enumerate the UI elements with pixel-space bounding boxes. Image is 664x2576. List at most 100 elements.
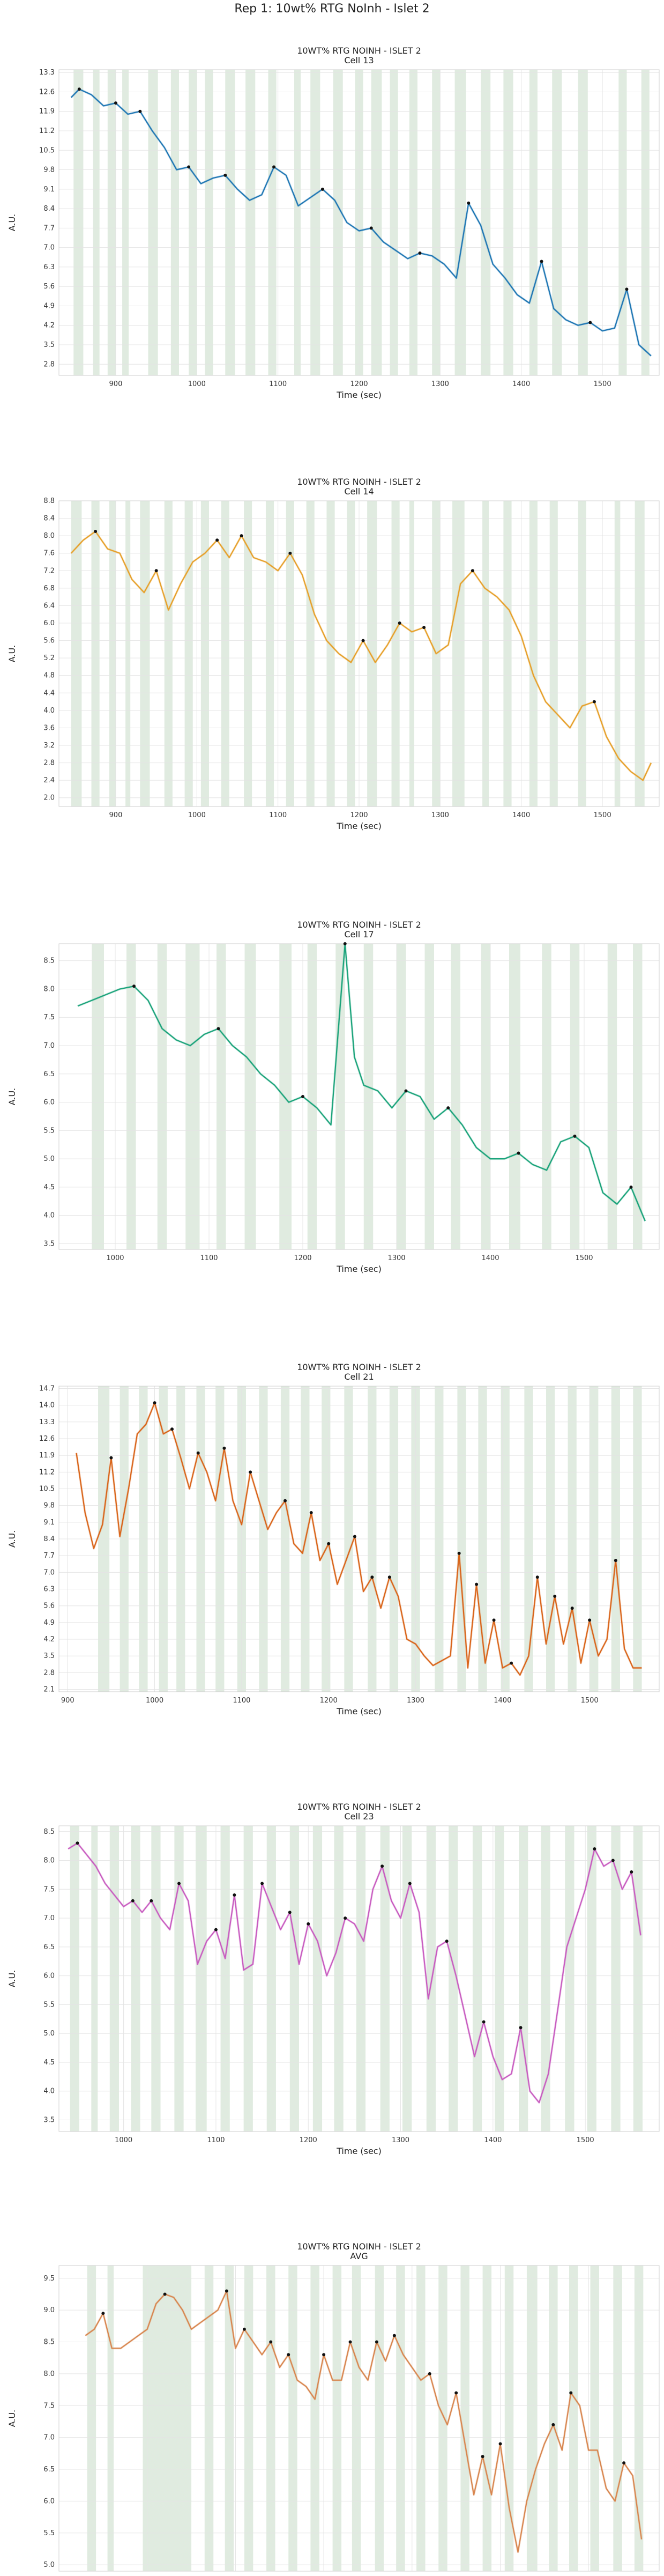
peak-point [196, 1451, 200, 1455]
y-tick-label: 2.4 [43, 776, 55, 784]
chart-subtitle: Cell 23 [344, 1811, 374, 1822]
y-tick-label: 9.1 [43, 1519, 55, 1527]
shaded-band [306, 501, 315, 806]
shaded-band [526, 2266, 538, 2571]
figure-title: Rep 1: 10wt% RTG NoInh - Islet 2 [234, 2, 430, 16]
shaded-band [140, 501, 150, 806]
y-tick-label: 5.0 [43, 2561, 55, 2569]
peak-point [153, 1401, 156, 1405]
y-tick-label: 9.0 [43, 2306, 55, 2314]
y-tick-label: 8.8 [43, 497, 55, 505]
shaded-band [409, 70, 417, 375]
shaded-band [375, 2266, 384, 2571]
shaded-band [266, 2266, 275, 2571]
shaded-band [452, 501, 465, 806]
shaded-band [449, 1826, 458, 2131]
peak-point [353, 1535, 356, 1538]
shaded-band [244, 501, 252, 806]
y-tick-label: 4.4 [43, 689, 55, 697]
shaded-band [363, 944, 374, 1249]
shaded-band [424, 944, 434, 1249]
y-tick-label: 4.0 [43, 707, 55, 715]
peak-point [138, 109, 142, 113]
shaded-band [541, 1826, 550, 2131]
shaded-band [185, 944, 200, 1249]
peak-point [471, 569, 474, 573]
y-tick-label: 3.6 [43, 724, 55, 732]
peak-point [422, 626, 426, 630]
shaded-band [164, 501, 173, 806]
y-tick-label: 2.1 [43, 1686, 55, 1694]
peak-point [154, 569, 158, 573]
y-tick-label: 3.5 [43, 1240, 55, 1248]
peak-point [498, 2442, 502, 2446]
peak-point [481, 2455, 484, 2459]
y-tick-label: 9.8 [43, 166, 55, 174]
x-tick-label: 1200 [294, 1254, 311, 1262]
peak-point [215, 538, 219, 542]
shaded-band [391, 501, 400, 806]
shaded-band [122, 70, 129, 375]
peak-point [625, 287, 629, 291]
y-tick-label: 10.5 [39, 146, 55, 154]
shaded-band [587, 1826, 596, 2131]
shaded-band [265, 501, 274, 806]
chart-title: 10WT% RTG NOINH - ISLET 2 [297, 1802, 421, 1812]
shaded-band [519, 1826, 528, 2131]
shaded-band [310, 2266, 319, 2571]
shaded-band [614, 501, 621, 806]
shaded-band [565, 1826, 575, 2131]
y-tick-label: 8.5 [43, 957, 55, 965]
y-tick-label: 2.8 [43, 360, 55, 368]
shaded-band [396, 2266, 405, 2571]
y-tick-label: 7.0 [43, 244, 55, 252]
y-axis-label: A.U. [7, 645, 17, 663]
peak-point [320, 187, 324, 191]
peak-point [217, 1027, 220, 1031]
shaded-band [438, 2266, 447, 2571]
shaded-band [578, 70, 588, 375]
y-tick-label: 4.0 [43, 2088, 55, 2096]
shaded-band [352, 2266, 361, 2571]
shaded-band [416, 2266, 426, 2571]
y-tick-label: 6.4 [43, 602, 55, 610]
shaded-band [307, 944, 317, 1249]
y-tick-label: 4.8 [43, 672, 55, 680]
shaded-band [335, 944, 345, 1249]
x-tick-label: 1500 [594, 380, 611, 388]
shaded-band [529, 501, 538, 806]
shaded-band [578, 501, 586, 806]
chart-title: 10WT% RTG NOINH - ISLET 2 [297, 920, 421, 930]
shaded-band [611, 1826, 621, 2131]
peak-point [77, 87, 81, 91]
series-line [70, 530, 652, 781]
shaded-band [109, 1826, 119, 2131]
plot-frame [58, 1386, 660, 1692]
y-tick-label: 9.1 [43, 186, 55, 194]
y-tick-label: 8.4 [43, 1535, 55, 1543]
shaded-band [356, 1826, 366, 2131]
shaded-band [109, 501, 116, 806]
peak-point [553, 1594, 557, 1598]
peak-point [569, 2391, 573, 2395]
peak-point [387, 1575, 391, 1579]
chart-title: 10WT% RTG NOINH - ISLET 2 [297, 477, 421, 487]
shaded-band [220, 1826, 230, 2131]
shaded-band [607, 944, 617, 1249]
shaded-band [200, 501, 209, 806]
shaded-band [279, 944, 292, 1249]
shaded-band [454, 70, 466, 375]
peak-point [622, 2461, 626, 2465]
y-tick-label: 11.9 [39, 108, 55, 116]
shaded-band [333, 70, 343, 375]
peak-point [269, 2340, 273, 2344]
peak-point [540, 260, 543, 263]
peak-point [551, 2423, 555, 2426]
peak-point [225, 2289, 228, 2293]
y-tick-label: 7.5 [43, 1013, 55, 1021]
shaded-band [184, 501, 193, 806]
peak-point [170, 1427, 174, 1431]
shaded-band [125, 501, 131, 806]
series-line [76, 1402, 642, 1676]
